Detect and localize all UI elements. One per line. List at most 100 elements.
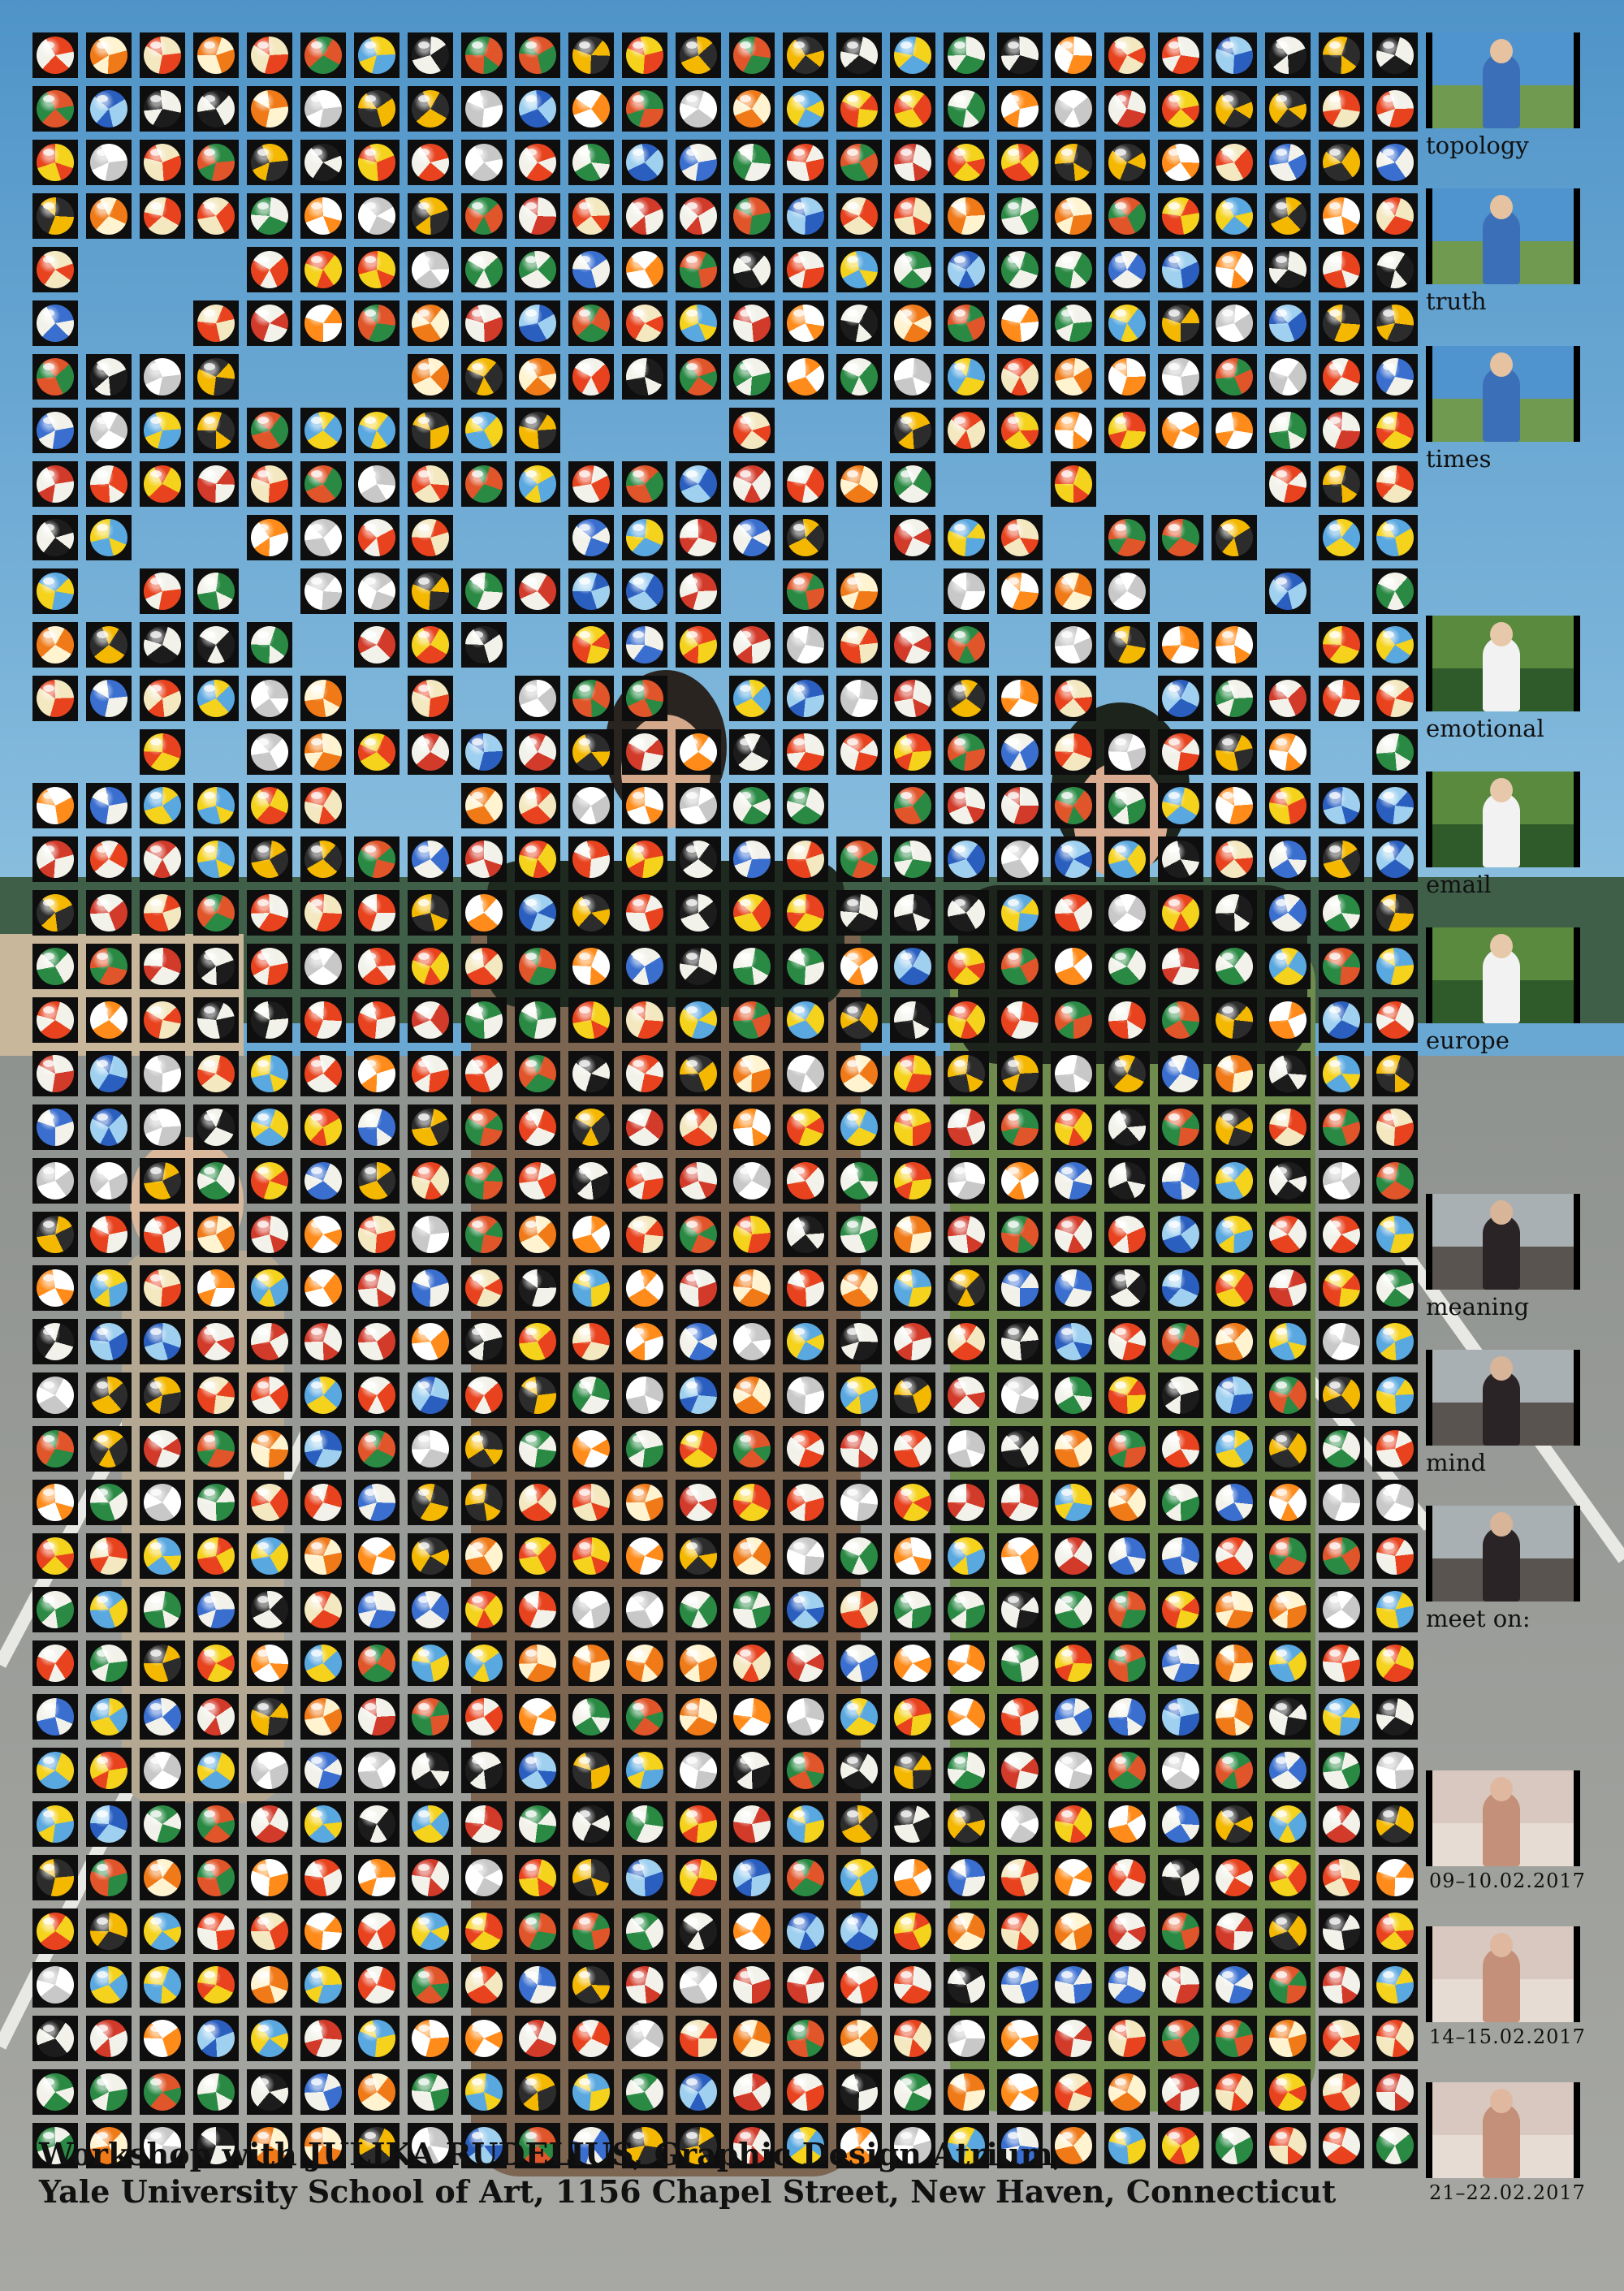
marble-tile <box>997 86 1043 132</box>
marble-ball <box>304 251 342 288</box>
marble-tile <box>1051 1319 1096 1364</box>
marble-tile <box>1319 515 1364 560</box>
marble-tile <box>1158 1694 1203 1740</box>
marble-tile <box>1265 1480 1311 1525</box>
marble-tile <box>568 1426 614 1472</box>
marble-ball <box>37 894 74 932</box>
marble-tile <box>1372 729 1418 775</box>
marble-ball <box>948 1752 985 1789</box>
marble-ball <box>358 1591 395 1628</box>
marble-ball <box>626 1269 663 1307</box>
marble-tile <box>890 515 935 560</box>
marble-ball <box>1001 358 1039 396</box>
marble-tile <box>1319 836 1364 882</box>
marble-tile <box>1372 1533 1418 1579</box>
marble-ball <box>465 197 503 235</box>
marble-tile <box>515 408 560 453</box>
marble-ball <box>894 305 931 342</box>
marble-ball <box>1216 1966 1253 2004</box>
marble-ball <box>197 1430 235 1468</box>
thumbnail-head <box>1490 1933 1513 1957</box>
marble-ball <box>787 841 824 878</box>
keyword-label: topology <box>1426 132 1529 159</box>
marble-ball <box>1162 1430 1199 1468</box>
marble-ball <box>1216 1913 1253 1950</box>
marble-ball <box>144 1216 181 1253</box>
marble-ball <box>465 1430 503 1468</box>
marble-ball <box>733 1752 771 1789</box>
marble-ball <box>572 1913 610 1950</box>
marble-tile <box>1051 1748 1096 1793</box>
marble-ball <box>412 251 449 288</box>
marble-tile <box>890 622 935 668</box>
marble-tile <box>32 408 78 453</box>
marble-tile <box>1319 247 1364 292</box>
marble-ball <box>144 37 181 74</box>
marble-ball <box>572 1323 610 1360</box>
marble-tile <box>676 1640 721 1686</box>
marble-tile <box>300 1640 346 1686</box>
marble-ball <box>304 2073 342 2111</box>
marble-tile <box>1104 1855 1150 1900</box>
marble-ball <box>626 841 663 878</box>
marble-ball <box>304 1216 342 1253</box>
marble-ball <box>412 1805 449 1843</box>
marble-ball <box>626 1484 663 1521</box>
marble-tile <box>1319 1372 1364 1418</box>
marble-tile <box>944 354 989 400</box>
marble-ball <box>1001 1966 1039 2004</box>
marble-tile <box>140 1587 185 1632</box>
video-thumbnail <box>1426 1926 1580 2022</box>
marble-tile <box>354 32 400 78</box>
poster-footer: Workshop with JULIKA RUDELIUS, Graphic D… <box>39 2136 1419 2211</box>
marble-tile <box>836 1694 882 1740</box>
marble-tile <box>729 783 775 828</box>
marble-ball <box>412 90 449 128</box>
marble-ball <box>626 1055 663 1092</box>
marble-ball <box>519 787 556 824</box>
marble-tile <box>1212 1265 1257 1311</box>
marble-ball <box>1376 894 1414 932</box>
marble-tile <box>1104 1265 1150 1311</box>
marble-ball <box>197 2127 235 2164</box>
marble-ball <box>465 1537 503 1575</box>
marble-tile <box>461 1533 507 1579</box>
marble-tile <box>1319 1587 1364 1632</box>
marble-tile <box>1212 729 1257 775</box>
marble-ball <box>787 2127 824 2164</box>
marble-tile <box>890 1855 935 1900</box>
marble-tile <box>140 1372 185 1418</box>
marble-ball <box>1001 1484 1039 1521</box>
marble-tile <box>729 2123 775 2168</box>
marble-tile <box>1051 1104 1096 1150</box>
marble-tile <box>300 676 346 721</box>
marble-tile <box>354 890 400 936</box>
marble-ball <box>894 197 931 235</box>
marble-tile <box>1158 890 1203 936</box>
marble-tile <box>140 1694 185 1740</box>
marble-ball <box>572 1109 610 1146</box>
marble-tile <box>836 1158 882 1204</box>
marble-tile <box>408 300 453 346</box>
marble-ball <box>894 1430 931 1468</box>
marble-tile <box>836 2123 882 2168</box>
marble-ball <box>1216 1269 1253 1307</box>
marble-ball <box>465 894 503 932</box>
marble-ball <box>948 90 985 128</box>
marble-tile <box>676 354 721 400</box>
marble-ball <box>465 1805 503 1843</box>
marble-ball <box>358 1269 395 1307</box>
marble-ball <box>304 90 342 128</box>
marble-ball <box>1323 1377 1360 1414</box>
marble-ball <box>1055 251 1092 288</box>
marble-ball <box>90 1430 127 1468</box>
marble-tile <box>568 836 614 882</box>
marble-tile <box>836 568 882 614</box>
marble-ball <box>304 841 342 878</box>
marble-ball <box>37 1323 74 1360</box>
marble-tile <box>944 1748 989 1793</box>
marble-ball <box>894 1537 931 1575</box>
marble-ball <box>948 1001 985 1039</box>
marble-tile <box>354 1587 400 1632</box>
marble-tile <box>783 1801 828 1847</box>
